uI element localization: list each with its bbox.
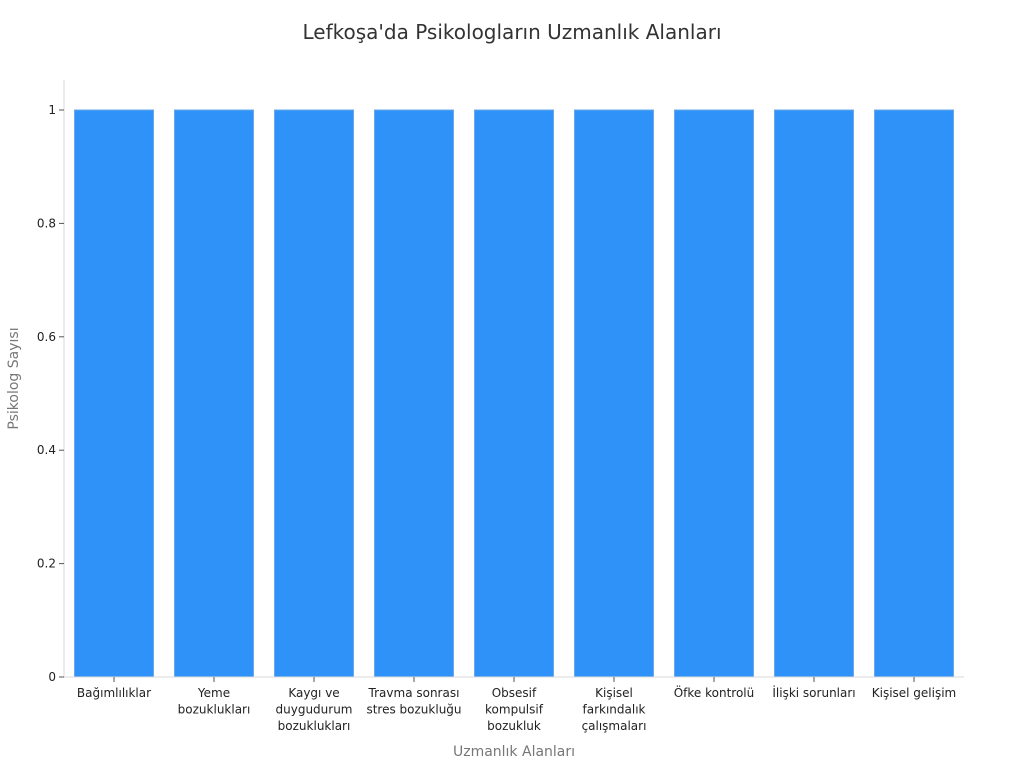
x-axis-label: Uzmanlık Alanları — [453, 744, 575, 760]
y-tick-label: 0.8 — [37, 216, 56, 230]
y-tick-label: 0.6 — [37, 330, 56, 344]
x-tick-label: İlişki sorunları — [772, 685, 855, 700]
bar-7 — [674, 109, 754, 678]
bars-layer — [74, 109, 954, 678]
x-tick-label: Yeme bozuklukları — [178, 686, 251, 717]
y-tick-label: 0.2 — [37, 557, 56, 571]
bar-3 — [274, 109, 354, 678]
x-tick-label: Kişisel gelişim — [872, 686, 957, 700]
x-tick-label: Obsesif kompulsif bozukluk — [485, 686, 544, 733]
bar-1 — [74, 109, 154, 678]
bar-2 — [174, 109, 254, 678]
y-tick-label: 0 — [48, 670, 56, 684]
bar-8 — [774, 109, 854, 678]
bar-6 — [574, 109, 654, 678]
y-tick-label: 0.4 — [37, 443, 56, 457]
x-tick-label: Kaygı ve duygudurum bozuklukları — [276, 686, 353, 733]
ticks-layer: 0 0.2 0.4 0.6 0.8 1 Bağımlılıklar Yeme bozuklukl… — [37, 103, 956, 733]
y-axis-label: Psikolog Sayısı — [6, 327, 22, 429]
x-tick-label: Bağımlılıklar — [77, 686, 151, 700]
bar-5 — [474, 109, 554, 678]
x-tick-label: Öfke kontrolü — [674, 684, 755, 700]
x-tick-label: Travma sonrası stres bozukluğu — [366, 686, 461, 717]
x-tick-label: Kişisel farkındalık çalışmaları — [582, 686, 647, 733]
bar-9 — [874, 109, 954, 678]
chart-title: Lefkoşa'da Psikologların Uzmanlık Alanla… — [302, 20, 722, 44]
bar-4 — [374, 109, 454, 678]
y-tick-label: 1 — [48, 103, 56, 117]
